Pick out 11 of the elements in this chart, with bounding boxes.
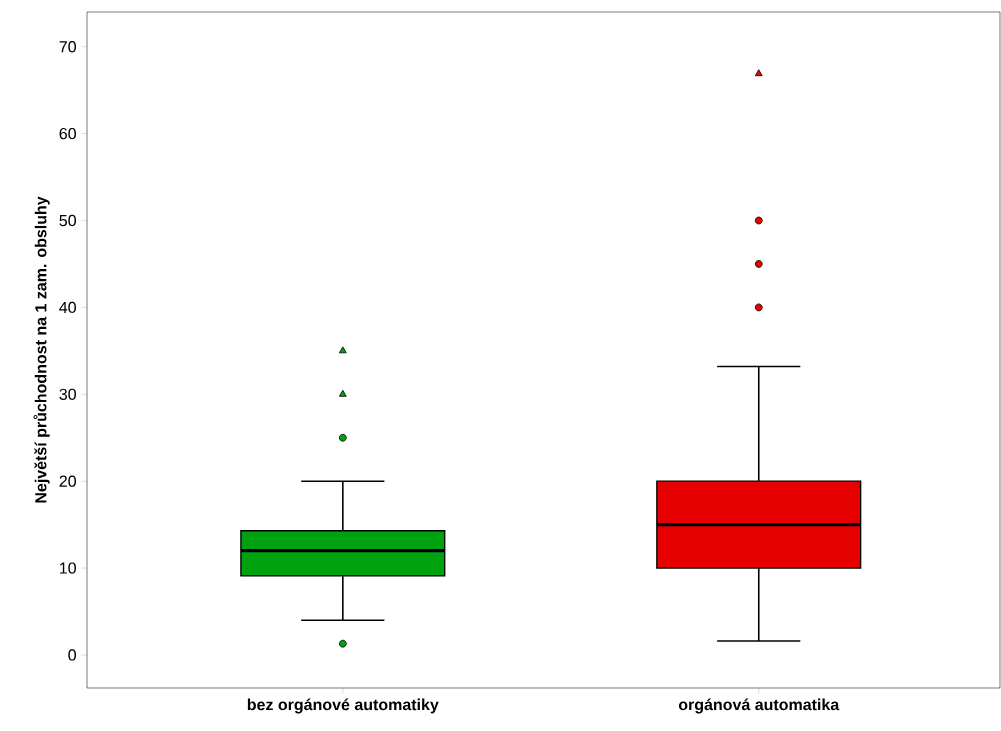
x-tick-label: orgánová automatika <box>678 698 840 714</box>
y-tick-label: 10 <box>60 562 76 574</box>
y-tick-label: 30 <box>59 388 76 400</box>
y-tick-label: 20 <box>59 475 76 487</box>
y-tick-label: 60 <box>59 127 76 140</box>
y-tick-label: 0 <box>68 649 76 661</box>
y-axis-title: Největší průchodnost na 1 zam. obsluhy <box>33 196 50 503</box>
y-tick-label: 50 <box>59 214 76 227</box>
y-tick-label: 40 <box>59 301 76 314</box>
x-tick-label: bez orgánové automatiky <box>247 698 439 714</box>
y-tick-label: 70 <box>59 41 76 53</box>
